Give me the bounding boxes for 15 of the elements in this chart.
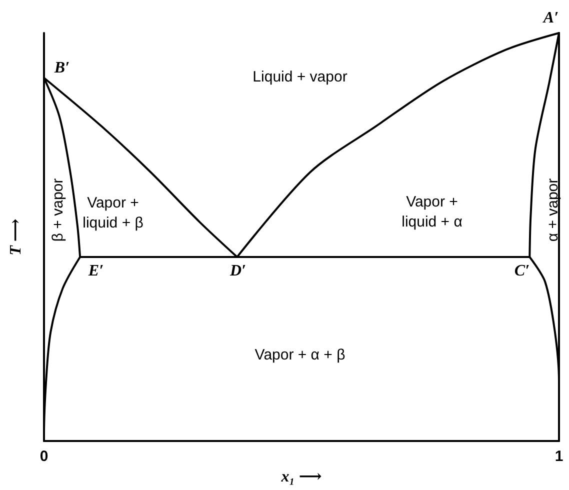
annotation: E′ <box>87 262 104 280</box>
annotation: α + vapor <box>544 178 562 242</box>
annotation: B′ <box>53 60 70 76</box>
annotation: Vapor + liquid + β <box>82 194 144 232</box>
annotation: Vapor + liquid + α <box>402 194 463 230</box>
x-tick-label: 0 <box>40 448 48 465</box>
annotation: D′ <box>228 262 246 280</box>
y-axis-title: T ⟶ <box>8 218 24 256</box>
annotation: Vapor + α + β <box>254 346 346 364</box>
text: A′ <box>542 10 559 26</box>
x-axis-title: x₁ ⟶ <box>280 468 322 486</box>
annotation: Liquid + vapor <box>252 68 348 86</box>
annotation: β + vapor <box>50 178 66 242</box>
x-tick-label: 1 <box>554 448 564 465</box>
annotation: C′ <box>514 262 530 280</box>
